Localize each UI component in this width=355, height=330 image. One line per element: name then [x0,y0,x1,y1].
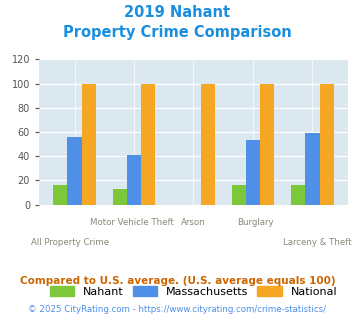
Text: Arson: Arson [181,218,206,227]
Bar [82,83,96,205]
Text: Compared to U.S. average. (U.S. average equals 100): Compared to U.S. average. (U.S. average … [20,276,335,285]
Bar [113,189,127,205]
Bar [53,185,67,205]
Legend: Nahant, Massachusetts, National: Nahant, Massachusetts, National [50,286,337,297]
Text: Larceny & Theft: Larceny & Theft [283,238,351,247]
Bar [141,83,155,205]
Text: 2019 Nahant: 2019 Nahant [125,5,230,20]
Text: © 2025 CityRating.com - https://www.cityrating.com/crime-statistics/: © 2025 CityRating.com - https://www.city… [28,305,327,314]
Text: Property Crime Comparison: Property Crime Comparison [63,25,292,40]
Bar [291,185,305,205]
Bar [260,83,274,205]
Bar [246,141,260,205]
Bar [127,155,141,205]
Text: All Property Crime: All Property Crime [31,238,109,247]
Bar [231,185,246,205]
Text: Burglary: Burglary [237,218,274,227]
Text: Motor Vehicle Theft: Motor Vehicle Theft [90,218,174,227]
Bar [320,83,334,205]
Bar [305,133,320,205]
Bar [67,137,82,205]
Bar [201,83,215,205]
